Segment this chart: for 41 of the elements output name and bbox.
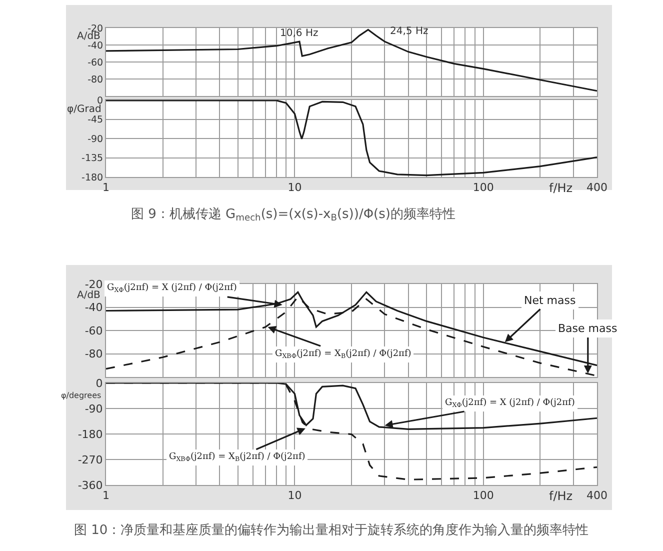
y-tick-label: -80 bbox=[84, 348, 103, 361]
annotation: G$_{XΦ}$(j2πf) = X (j2πf) / Φ(j2πf) bbox=[107, 283, 237, 294]
y-tick-label: 0 bbox=[97, 95, 104, 106]
y-tick-label: -90 bbox=[84, 402, 103, 416]
y-tick-label: -60 bbox=[88, 57, 104, 68]
y-tick-label: -135 bbox=[82, 153, 104, 164]
x-tick-label: 1 bbox=[102, 489, 110, 502]
x-tick-label: 100 bbox=[472, 181, 494, 194]
y-tick-label: -360 bbox=[78, 478, 103, 492]
y-axis-title: φ/Grad bbox=[67, 104, 102, 115]
x-axis-title: f/Hz bbox=[549, 181, 573, 195]
annotation: G$_{XBΦ}$(j2πf) = X$_{B}$(j2πf) / Φ(j2πf) bbox=[275, 349, 412, 360]
y-tick-label: -40 bbox=[84, 301, 103, 314]
x-tick-label: 10 bbox=[288, 181, 302, 194]
x-tick-label: 400 bbox=[586, 181, 608, 194]
x-tick-label: 100 bbox=[472, 489, 494, 502]
y-tick-label: -40 bbox=[88, 40, 104, 52]
caption: 图 9：机械传递 G$_{mech}$(s)=(x(s)-x$_{B}$(s))/Φ(s)的频率特性 bbox=[131, 206, 456, 224]
y-tick-label: -80 bbox=[88, 74, 104, 86]
x-tick-label: 10 bbox=[288, 489, 302, 502]
annotation: Base mass bbox=[558, 322, 618, 335]
y-tick-label: -20 bbox=[84, 278, 103, 291]
annotation: Net mass bbox=[524, 294, 576, 307]
y-axis-title: A/dB bbox=[77, 290, 101, 301]
y-tick-label: -180 bbox=[78, 428, 103, 441]
y-tick-label: -90 bbox=[88, 134, 104, 145]
y-tick-label: -270 bbox=[78, 453, 103, 466]
annotation: 24,5 Hz bbox=[390, 26, 428, 37]
y-tick-label: -45 bbox=[88, 114, 104, 126]
x-tick-label: 1 bbox=[102, 181, 110, 194]
x-axis-title: f/Hz bbox=[549, 489, 573, 503]
y-axis-title: A/dB bbox=[77, 31, 101, 42]
annotation: 10,6 Hz bbox=[280, 28, 318, 39]
y-tick-label: -180 bbox=[82, 172, 104, 184]
caption: 图 10：净质量和基座质量的偏转作为输出量相对于旋转系统的角度作为输入量的频率特性 bbox=[74, 522, 589, 538]
annotation: G$_{XΦ}$(j2πf) = X (j2πf) / Φ(j2πf) bbox=[445, 398, 575, 409]
y-axis-title: φ/degrees bbox=[61, 391, 102, 400]
y-tick-label: -60 bbox=[84, 324, 103, 338]
x-tick-label: 400 bbox=[586, 489, 608, 502]
y-tick-label: 0 bbox=[96, 376, 103, 390]
annotation: G$_{XBΦ}$(j2πf) = X$_{B}$(j2πf) / Φ(j2πf) bbox=[169, 452, 306, 463]
